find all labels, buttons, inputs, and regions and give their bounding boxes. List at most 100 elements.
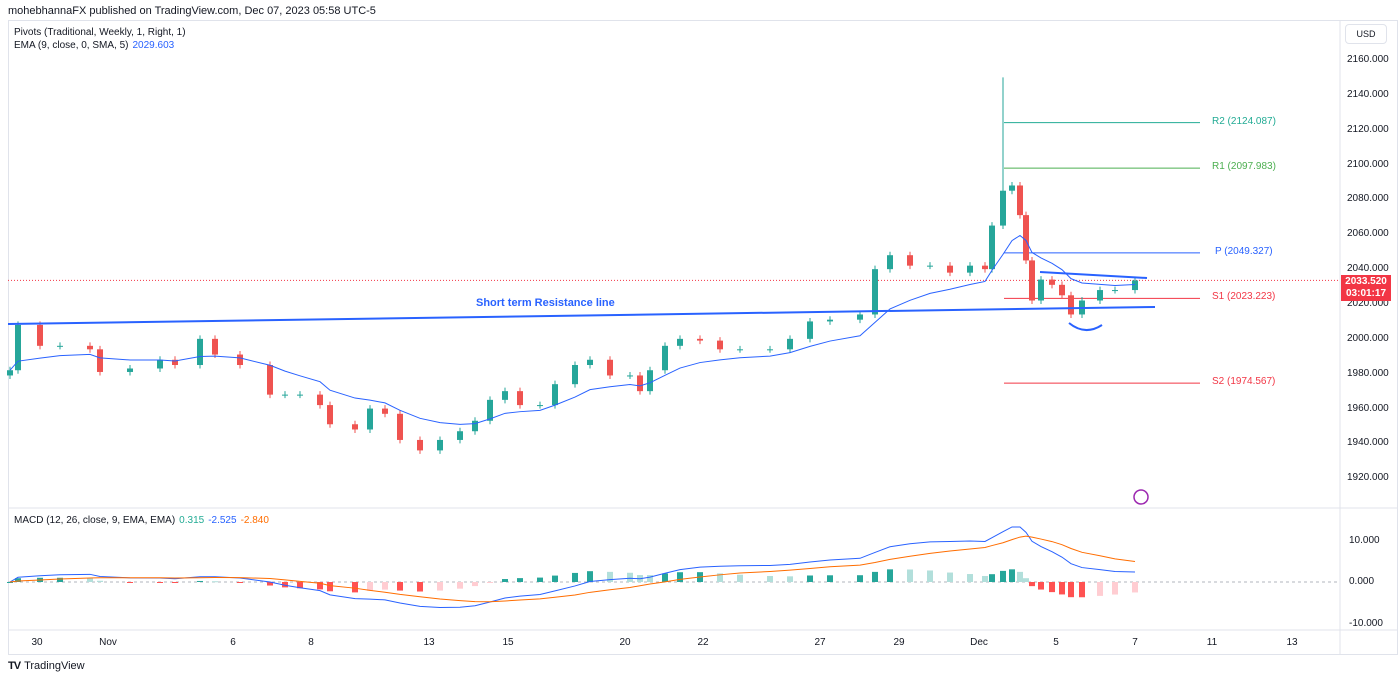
price-tick-label: 2040.000 <box>1347 263 1389 275</box>
candle-body <box>717 340 723 350</box>
macd-histogram-bar <box>237 582 243 583</box>
candle-body <box>677 338 683 346</box>
candle-body <box>1017 185 1023 216</box>
macd-histogram-bar <box>947 572 953 582</box>
candle-body <box>367 408 373 430</box>
time-tick-label: 7 <box>1132 637 1138 648</box>
macd-histogram-bar <box>282 582 288 588</box>
macd-histogram-bar <box>127 582 133 583</box>
candle-body <box>1112 290 1118 292</box>
macd-histogram-bar <box>267 582 273 586</box>
macd-legend[interactable]: MACD (12, 26, close, 9, EMA, EMA) 0.315 -2… <box>14 515 269 526</box>
macd-tick-label: -10.000 <box>1349 617 1383 629</box>
macd-histogram-bar <box>327 582 333 592</box>
rounded-bottom-drawing <box>1068 322 1103 331</box>
candle-body <box>989 225 995 270</box>
macd-hist-value: 0.315 <box>179 515 205 526</box>
candle-body <box>857 314 863 320</box>
candle-body <box>7 370 13 376</box>
pivot-label-s2: S2 (1974.567) <box>1212 376 1276 388</box>
candle-body <box>647 370 653 392</box>
macd-histogram-bar <box>382 582 388 590</box>
candle-body <box>1132 280 1138 291</box>
candle-body <box>352 424 358 430</box>
macd-histogram-bar <box>1132 582 1138 593</box>
bar-countdown: 03:01:17 <box>1345 288 1387 299</box>
candle-body <box>37 324 43 346</box>
macd-histogram-bar <box>367 582 373 591</box>
macd-histogram-bar <box>1049 582 1055 593</box>
pivot-label-s1: S1 (2023.223) <box>1212 291 1276 303</box>
candle-body <box>872 269 878 315</box>
macd-histogram-bar <box>1097 582 1103 596</box>
macd-histogram-bar <box>472 582 478 587</box>
signal-line <box>9 535 1136 603</box>
macd-histogram-bar <box>502 579 508 582</box>
macd-histogram-bar <box>537 577 543 582</box>
price-tick-label: 1960.000 <box>1347 402 1389 414</box>
macd-histogram-bar <box>1017 571 1023 582</box>
time-tick-label: 20 <box>619 637 631 648</box>
candle-body <box>572 365 578 385</box>
macd-tick-label: 0.000 <box>1349 576 1375 587</box>
pivot-label-r2: R2 (2124.087) <box>1212 115 1276 127</box>
tradingview-logo[interactable]: TV TradingView <box>8 660 85 672</box>
candle-body <box>607 359 613 376</box>
candle-body <box>637 375 643 392</box>
macd-histogram-bar <box>662 573 668 582</box>
resistance-trendline <box>7 306 1156 325</box>
pivots-legend[interactable]: Pivots (Traditional, Weekly, 1, Right, 1… <box>14 27 186 38</box>
candle-body <box>982 265 988 270</box>
macd-histogram-bar <box>552 575 558 582</box>
ema-value: 2029.603 <box>132 40 175 51</box>
candle-body <box>1049 279 1055 285</box>
price-tick-label: 2100.000 <box>1347 158 1389 170</box>
macd-histogram-bar <box>607 571 613 582</box>
macd-histogram-bar <box>1059 582 1065 595</box>
macd-histogram-bar <box>872 571 878 582</box>
tv-logo-icon: TV <box>8 660 21 672</box>
lightning-icon <box>1133 489 1149 505</box>
time-tick-label: Dec <box>970 637 988 648</box>
ema-legend[interactable]: EMA (9, close, 0, SMA, 5) 2029.603 <box>14 40 174 51</box>
macd-histogram-bar <box>857 575 863 582</box>
candle-body <box>127 368 133 372</box>
candle-body <box>947 265 953 273</box>
macd-histogram-bar <box>1112 582 1118 595</box>
macd-histogram-bar <box>297 582 303 589</box>
time-tick-label: 6 <box>230 637 236 648</box>
price-tick-label: 2120.000 <box>1347 123 1389 135</box>
pivot-label-p: P (2049.327) <box>1215 245 1273 257</box>
macd-histogram-bar <box>907 569 913 582</box>
macd-histogram-bar <box>982 575 988 582</box>
candle-body <box>417 439 423 451</box>
candle-body <box>587 359 593 365</box>
macd-histogram-bar <box>7 582 13 583</box>
currency-button[interactable]: USD <box>1345 24 1387 44</box>
macd-histogram-bar <box>827 575 833 582</box>
macd-histogram-bar <box>317 582 323 590</box>
current-price-tag: 2033.520 03:01:17 <box>1341 275 1391 301</box>
macd-histogram-bar <box>767 575 773 582</box>
candle-body <box>317 394 323 406</box>
candle-body <box>172 359 178 365</box>
ema-line <box>9 234 1136 425</box>
candle-body <box>382 408 388 414</box>
price-tick-label: 1920.000 <box>1347 472 1389 484</box>
macd-signal-value: -2.840 <box>240 515 269 526</box>
macd-histogram-bar <box>517 578 523 582</box>
macd-histogram-bar <box>1023 578 1029 582</box>
macd-histogram-bar <box>967 574 973 582</box>
candle-body <box>927 265 933 267</box>
macd-histogram-bar <box>172 582 178 583</box>
candle-body <box>887 255 893 270</box>
macd-line-value: -2.525 <box>208 515 237 526</box>
macd-histogram-bar <box>1029 582 1035 587</box>
macd-histogram-bar <box>677 572 683 582</box>
candle-body <box>1029 260 1035 301</box>
time-tick-label: 22 <box>697 637 709 648</box>
candle-body <box>697 338 703 341</box>
time-tick-label: 8 <box>308 637 314 648</box>
candle-body <box>737 349 743 351</box>
